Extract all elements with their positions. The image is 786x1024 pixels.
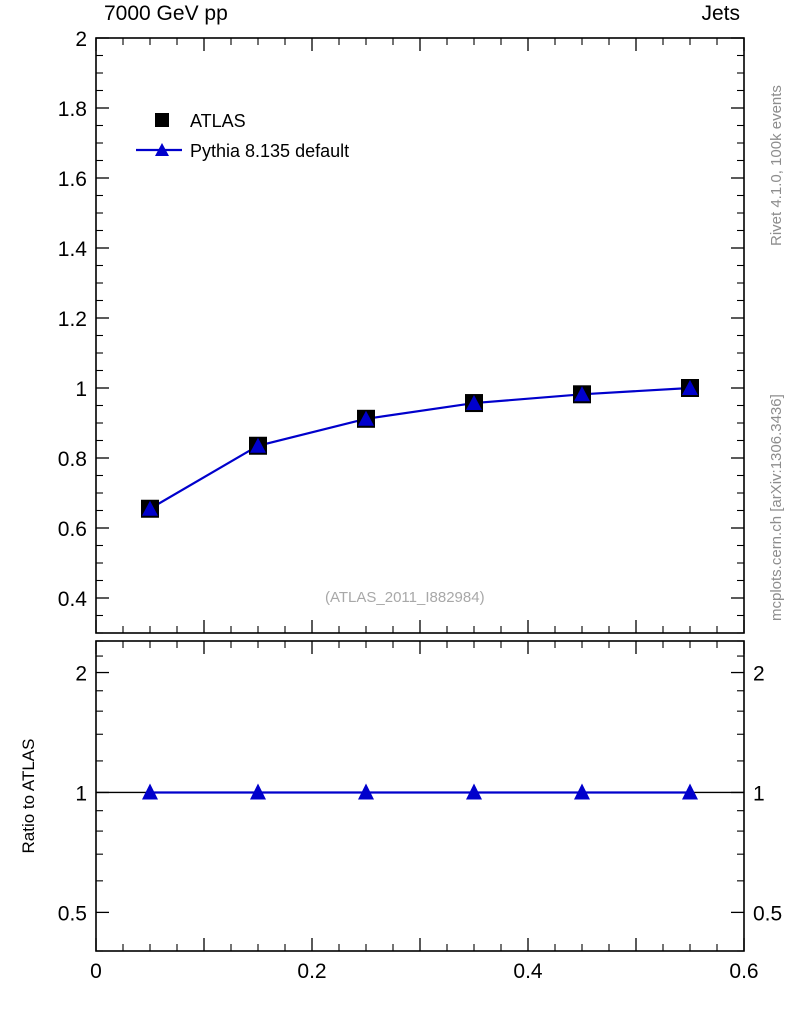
- y-tick-label: 1: [75, 378, 87, 401]
- y-tick-label: 1.8: [58, 98, 87, 121]
- pythia-data-marker: [358, 410, 374, 426]
- ratio-y-tick-label-right: 0.5: [753, 902, 782, 925]
- ratio-y-tick-label-right: 2: [753, 663, 765, 686]
- y-tick-label: 1.4: [58, 238, 88, 261]
- ratio-data-marker: [574, 783, 590, 800]
- pythia-curve: [149, 386, 691, 510]
- y-tick-label: 0.6: [58, 518, 87, 541]
- ratio-data-marker: [358, 783, 374, 800]
- ratio-data-marker: [682, 783, 698, 800]
- y-tick-label: 0.4: [58, 588, 88, 611]
- ratio-y-tick-label: 1: [75, 782, 87, 805]
- pythia-data-marker: [574, 386, 590, 402]
- legend-marker-atlas: [155, 113, 169, 127]
- ratio-y-tick-label: 2: [75, 663, 87, 686]
- x-tick-label: 0: [90, 960, 102, 983]
- ratio-data-marker: [142, 783, 158, 800]
- pythia-data-marker: [142, 500, 158, 516]
- ratio-data-marker: [466, 783, 482, 800]
- pythia-data-marker: [682, 380, 698, 395]
- header-analysis-label: Jets: [701, 2, 740, 25]
- x-tick-label: 0.4: [513, 960, 543, 983]
- ratio-y-tick-label: 0.5: [58, 902, 87, 925]
- ratio-data-marker: [250, 783, 266, 800]
- y-tick-label: 1.6: [58, 168, 87, 191]
- legend-label-atlas: ATLAS: [190, 111, 246, 131]
- x-tick-label: 0.2: [297, 960, 326, 983]
- pythia-data-marker: [250, 437, 266, 453]
- main-plot-panel: 0.4 0.6 0.8 1 1.2 1.4 1.6 1.8 2 ATLAS Pythia 8.135…: [58, 28, 745, 634]
- legend-marker-pythia: [155, 143, 169, 156]
- ratio-plot-panel: 0.5 0.5 1 1 2 2 0 0.2 0.4 0.6 Ratio to ATLAS: [19, 640, 782, 983]
- y-tick-label: 2: [75, 28, 87, 51]
- legend-label-pythia: Pythia 8.135 default: [190, 141, 349, 161]
- ratio-axis-title: Ratio to ATLAS: [19, 739, 38, 854]
- ratio-panel-frame: [95, 640, 745, 952]
- x-tick-label: 0.6: [729, 960, 758, 983]
- ratio-y-tick-label-right: 1: [753, 782, 765, 805]
- header-beam-label: 7000 GeV pp: [104, 2, 228, 25]
- pythia-data-marker: [466, 395, 482, 411]
- y-tick-label: 0.8: [58, 448, 87, 471]
- y-tick-label: 1.2: [58, 308, 87, 331]
- analysis-id-watermark: (ATLAS_2011_I882984): [325, 589, 485, 606]
